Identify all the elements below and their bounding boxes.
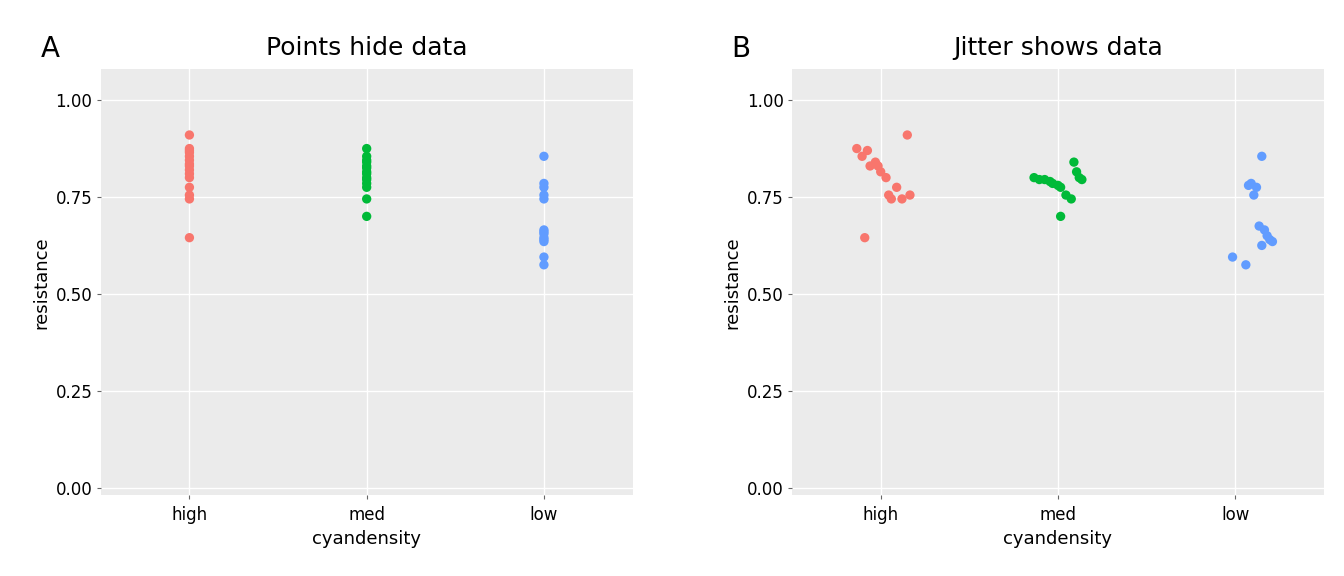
Point: [1238, 181, 1259, 190]
Point: [1246, 183, 1267, 192]
Point: [856, 146, 878, 155]
Point: [886, 183, 907, 192]
Point: [1259, 235, 1281, 244]
Point: [864, 157, 886, 166]
Point: [891, 194, 913, 203]
Point: [534, 237, 555, 246]
Point: [179, 161, 200, 170]
Point: [179, 151, 200, 161]
Y-axis label: resistance: resistance: [32, 236, 50, 328]
Point: [1251, 151, 1273, 161]
Point: [179, 183, 200, 192]
Point: [859, 161, 880, 170]
Point: [356, 164, 378, 173]
Point: [1262, 237, 1284, 246]
Point: [1050, 212, 1071, 221]
Point: [179, 144, 200, 153]
Point: [1241, 179, 1262, 188]
Point: [851, 151, 872, 161]
Point: [867, 161, 888, 170]
Point: [878, 191, 899, 200]
Point: [356, 167, 378, 176]
Point: [356, 157, 378, 166]
Point: [1243, 191, 1265, 200]
Point: [875, 173, 896, 182]
Point: [1066, 167, 1087, 176]
Point: [356, 212, 378, 221]
Point: [179, 148, 200, 157]
Point: [179, 130, 200, 139]
Point: [1060, 194, 1082, 203]
Point: [1034, 175, 1055, 184]
Point: [1039, 177, 1060, 186]
Point: [534, 179, 555, 188]
Text: B: B: [731, 35, 751, 63]
Point: [179, 191, 200, 200]
Point: [356, 144, 378, 153]
Point: [534, 260, 555, 270]
X-axis label: cyandensity: cyandensity: [312, 530, 421, 548]
Point: [179, 194, 200, 203]
Point: [534, 151, 555, 161]
Point: [356, 183, 378, 192]
Point: [1063, 157, 1085, 166]
Point: [1050, 183, 1071, 192]
Point: [1028, 175, 1050, 184]
Point: [1254, 225, 1275, 234]
Point: [356, 169, 378, 179]
Point: [534, 229, 555, 238]
Point: [179, 146, 200, 155]
Y-axis label: resistance: resistance: [723, 236, 742, 328]
Point: [356, 173, 378, 182]
Point: [534, 225, 555, 234]
Point: [534, 191, 555, 200]
Point: [356, 175, 378, 184]
Point: [1055, 191, 1077, 200]
Point: [356, 156, 378, 165]
Point: [899, 191, 921, 200]
Point: [356, 151, 378, 161]
Point: [1023, 173, 1044, 182]
Point: [179, 233, 200, 242]
Point: [1251, 241, 1273, 250]
Text: A: A: [40, 35, 59, 63]
Point: [179, 160, 200, 169]
Point: [356, 179, 378, 188]
Point: [534, 233, 555, 242]
Point: [1257, 231, 1278, 240]
Point: [1249, 221, 1270, 230]
Point: [356, 194, 378, 203]
Point: [1235, 260, 1257, 270]
Point: [179, 156, 200, 165]
Point: [534, 183, 555, 192]
Title: Jitter shows data: Jitter shows data: [953, 36, 1163, 60]
Point: [1047, 181, 1068, 190]
Point: [1071, 175, 1093, 184]
Point: [880, 194, 902, 203]
Point: [1068, 173, 1090, 182]
Point: [1222, 252, 1243, 262]
Point: [356, 161, 378, 170]
X-axis label: cyandensity: cyandensity: [1004, 530, 1113, 548]
Point: [845, 144, 867, 153]
Point: [534, 252, 555, 262]
Point: [179, 169, 200, 179]
Point: [534, 194, 555, 203]
Point: [534, 228, 555, 237]
Point: [534, 235, 555, 244]
Point: [853, 233, 875, 242]
Point: [870, 167, 891, 176]
Point: [1042, 179, 1063, 188]
Point: [896, 130, 918, 139]
Point: [179, 165, 200, 175]
Title: Points hide data: Points hide data: [266, 36, 468, 60]
Point: [179, 173, 200, 182]
